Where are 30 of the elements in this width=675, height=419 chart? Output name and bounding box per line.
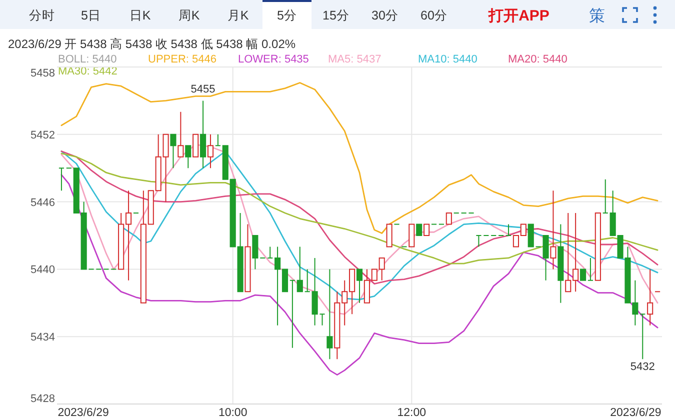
text: LOWER: 5435 [238, 54, 309, 66]
tab-label: 60分 [420, 8, 448, 22]
text: UPPER: 5446 [148, 54, 216, 66]
tab-selected: 5分 [262, 0, 312, 29]
text: MA20: 5440 [508, 54, 568, 66]
text: MA10: 5440 [418, 54, 478, 66]
y-tick-label: 5434 [30, 332, 55, 344]
tab-label: 15分 [322, 8, 350, 22]
annotation: 5432 [630, 361, 655, 374]
annotation: 5455 [190, 84, 216, 96]
y-tick-label: 5428 [30, 393, 55, 405]
y-tick-label: 5446 [30, 196, 55, 209]
x-tick-label: 2023/6/29 [58, 407, 109, 419]
y-tick-label: 5452 [30, 129, 55, 142]
text: BOLL: 5440 [58, 54, 117, 66]
y-tick-label: 5440 [30, 264, 55, 276]
chart-title: 2023/6/29 开 5438 高 5438 收 5438 低 5438 幅 0.02% [8, 37, 296, 51]
tab-label: 日K [129, 8, 151, 22]
text: 策 [589, 7, 605, 25]
x-tick-label: 2023/6/29 [610, 407, 662, 419]
tab-label: 月K [227, 8, 249, 22]
tab-label: 周K [178, 8, 200, 22]
tab-label: 分时 [29, 8, 55, 22]
y-tick-label: 5458 [30, 68, 55, 80]
text: MA5: 5437 [328, 54, 382, 66]
text: 打开APP [488, 8, 550, 24]
tab-label: 5日 [81, 8, 101, 22]
tab-label: 30分 [372, 8, 398, 22]
x-tick-label: 12:00 [397, 407, 426, 419]
x-tick-label: 10:00 [218, 407, 248, 419]
